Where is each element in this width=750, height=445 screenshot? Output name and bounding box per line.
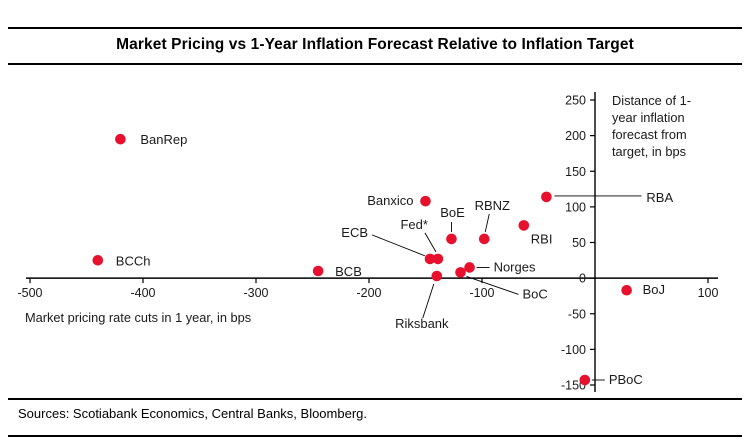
point-label-pboc: PBoC: [609, 372, 643, 387]
point-banrep: [115, 133, 126, 145]
x-tick-label: -500: [17, 286, 42, 300]
leader-line-rbnz: [484, 213, 490, 233]
point-label-ecb: ECB: [341, 225, 368, 240]
leader-line-boc: [466, 275, 519, 295]
y-tick-label: 100: [565, 200, 586, 214]
point-label-riksbank: Riksbank: [395, 316, 449, 331]
leader-line-ecb: [371, 234, 426, 257]
point-label-rba: RBA: [646, 190, 673, 205]
point-rbnz: [478, 233, 490, 245]
point-label-banxico: Banxico: [367, 193, 413, 208]
x-tick-label: 100: [698, 286, 719, 300]
y-axis-title-line: forecast from: [612, 127, 687, 142]
y-tick-label: 200: [565, 129, 586, 143]
point-label-boj: BoJ: [643, 282, 665, 297]
leader-line-riksbank: [422, 283, 435, 319]
point-boj: [621, 284, 632, 296]
point-label-rbi: RBI: [531, 231, 553, 246]
chart-title: Market Pricing vs 1-Year Inflation Forec…: [116, 36, 634, 53]
point-boc: [455, 267, 466, 278]
point-ecb: [424, 253, 436, 265]
point-rbi: [518, 220, 530, 231]
y-tick-label: 50: [572, 236, 586, 250]
bottom-divider: [8, 435, 742, 437]
y-tick-label: 250: [565, 94, 586, 108]
y-axis-title-line: target, in bps: [612, 144, 686, 159]
leader-line-fed: [424, 232, 437, 253]
y-axis-title-line: Distance of 1-: [612, 93, 691, 108]
point-label-fed: Fed*: [400, 217, 427, 232]
x-axis-title: Market pricing rate cuts in 1 year, in b…: [25, 310, 251, 325]
point-label-bcb: BCB: [335, 264, 362, 279]
y-axis-title-line: year inflation: [612, 110, 685, 125]
y-tick-label: -100: [561, 343, 586, 357]
y-tick-label: -50: [568, 307, 586, 321]
point-bcch: [92, 255, 104, 266]
top-divider: [8, 27, 742, 29]
sources-note: Sources: Scotiabank Economics, Central B…: [18, 406, 368, 421]
scatter-chart: -500 -400 -300 -200 -100 100 250 200 150 100 50 0 -5…: [17, 92, 719, 393]
point-label-boe: BoE: [440, 205, 465, 220]
point-label-banrep: BanRep: [140, 132, 187, 147]
point-label-norges: Norges: [494, 259, 536, 274]
y-tick-label: 150: [565, 165, 586, 179]
point-label-rbnz: RBNZ: [475, 198, 510, 213]
point-norges: [464, 262, 475, 273]
y-tick-label: -150: [561, 379, 586, 393]
title-divider: [8, 63, 742, 65]
x-tick-label: -200: [356, 286, 381, 300]
x-tick-label: -300: [243, 286, 268, 300]
point-riksbank: [431, 270, 443, 282]
point-pboc: [579, 374, 591, 386]
point-rba: [541, 191, 552, 203]
point-fed: [432, 253, 444, 265]
point-label-boc: BoC: [523, 286, 548, 301]
point-banxico: [420, 195, 431, 207]
point-bcb: [312, 265, 324, 277]
point-boe: [446, 233, 457, 245]
x-tick-label: -400: [130, 286, 155, 300]
sources-divider: [8, 398, 742, 400]
point-label-bcch: BCCh: [116, 253, 151, 268]
x-tick-label: -100: [469, 286, 494, 300]
y-tick-label: 0: [579, 272, 586, 286]
